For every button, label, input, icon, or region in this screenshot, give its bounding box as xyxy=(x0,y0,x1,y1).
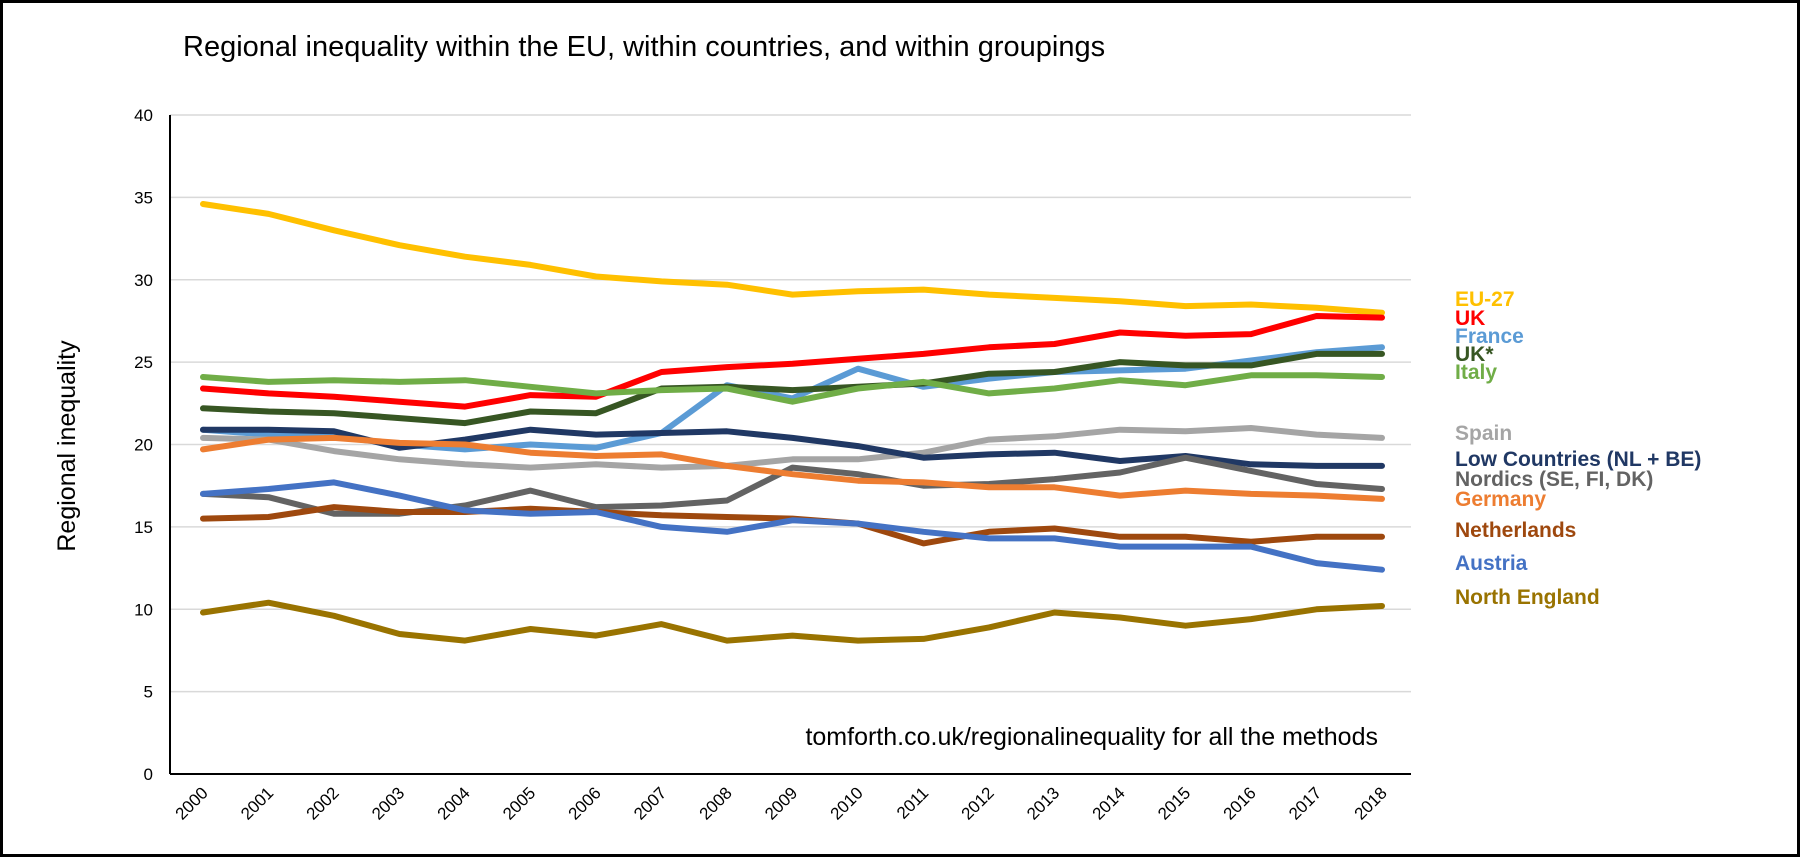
line-chart: Regional inequality within the EU, withi… xyxy=(53,31,1701,824)
series-line-5 xyxy=(200,425,1385,471)
methods-note: tomforth.co.uk/regionalinequality for al… xyxy=(805,723,1378,751)
y-tick-label: 5 xyxy=(144,683,153,702)
legend-item: Italy xyxy=(1455,361,1497,384)
series-line-4 xyxy=(200,372,1385,405)
y-tick-label: 10 xyxy=(134,600,153,619)
x-tick-label: 2005 xyxy=(499,783,539,823)
legend-item: France xyxy=(1455,325,1524,348)
axes xyxy=(169,115,1411,775)
x-tick-labels: 2000 2001 2002 2003 2004 2005 2006 2007 2008 2009… xyxy=(172,783,1391,823)
y-tick-label: 35 xyxy=(134,188,153,207)
series-line-3 xyxy=(200,350,1385,427)
legend-item: Nordics (SE, FI, DK) xyxy=(1455,468,1653,491)
series-lines xyxy=(200,201,1385,644)
x-tick-label: 2007 xyxy=(630,783,670,823)
legend-item: Low Countries (NL + BE) xyxy=(1455,448,1701,471)
legend-item: Germany xyxy=(1455,488,1546,511)
x-tick-label: 2015 xyxy=(1154,783,1194,823)
legend-item: North England xyxy=(1455,586,1600,609)
series-line-1 xyxy=(200,313,1385,410)
series-line-9 xyxy=(200,504,1385,547)
x-tick-label: 2006 xyxy=(565,783,605,823)
y-tick-label: 30 xyxy=(134,271,153,290)
x-tick-label: 2018 xyxy=(1351,783,1391,823)
series-line-10 xyxy=(200,479,1385,573)
y-tick-label: 25 xyxy=(134,353,153,372)
legend-item: EU-27 xyxy=(1455,288,1515,311)
y-tick-label: 15 xyxy=(134,518,153,537)
x-tick-label: 2012 xyxy=(958,783,998,823)
series-line-8 xyxy=(200,434,1385,502)
y-tick-label: 20 xyxy=(134,436,153,455)
x-tick-label: 2009 xyxy=(761,783,801,823)
x-tick-label: 2008 xyxy=(696,783,736,823)
series-line-7 xyxy=(200,454,1385,517)
x-tick-label: 2010 xyxy=(827,783,867,823)
legend-item: Austria xyxy=(1455,552,1528,575)
x-tick-label: 2016 xyxy=(1220,783,1260,823)
x-tick-label: 2014 xyxy=(1089,783,1129,823)
legend-item: UK* xyxy=(1455,343,1494,366)
y-axis-label: Regional inequality xyxy=(53,340,81,552)
series-line-11 xyxy=(200,599,1385,644)
legend-item: Netherlands xyxy=(1455,519,1576,542)
y-tick-label: 0 xyxy=(144,765,153,784)
series-line-0 xyxy=(200,201,1385,316)
x-tick-label: 2011 xyxy=(893,783,932,822)
chart-title: Regional inequality within the EU, withi… xyxy=(183,31,1105,63)
legend-item: UK xyxy=(1455,307,1485,330)
legend-item: Spain xyxy=(1455,422,1512,445)
y-tick-label: 40 xyxy=(134,106,153,125)
x-tick-label: 2017 xyxy=(1285,783,1325,823)
x-tick-label: 2013 xyxy=(1023,783,1063,823)
x-tick-label: 2000 xyxy=(172,783,212,823)
x-tick-label: 2004 xyxy=(434,783,474,823)
x-tick-label: 2003 xyxy=(368,783,408,823)
x-tick-label: 2002 xyxy=(303,783,343,823)
y-tick-labels: 0 5 10 15 20 25 30 35 40 xyxy=(134,106,153,784)
x-tick-label: 2001 xyxy=(237,783,277,823)
